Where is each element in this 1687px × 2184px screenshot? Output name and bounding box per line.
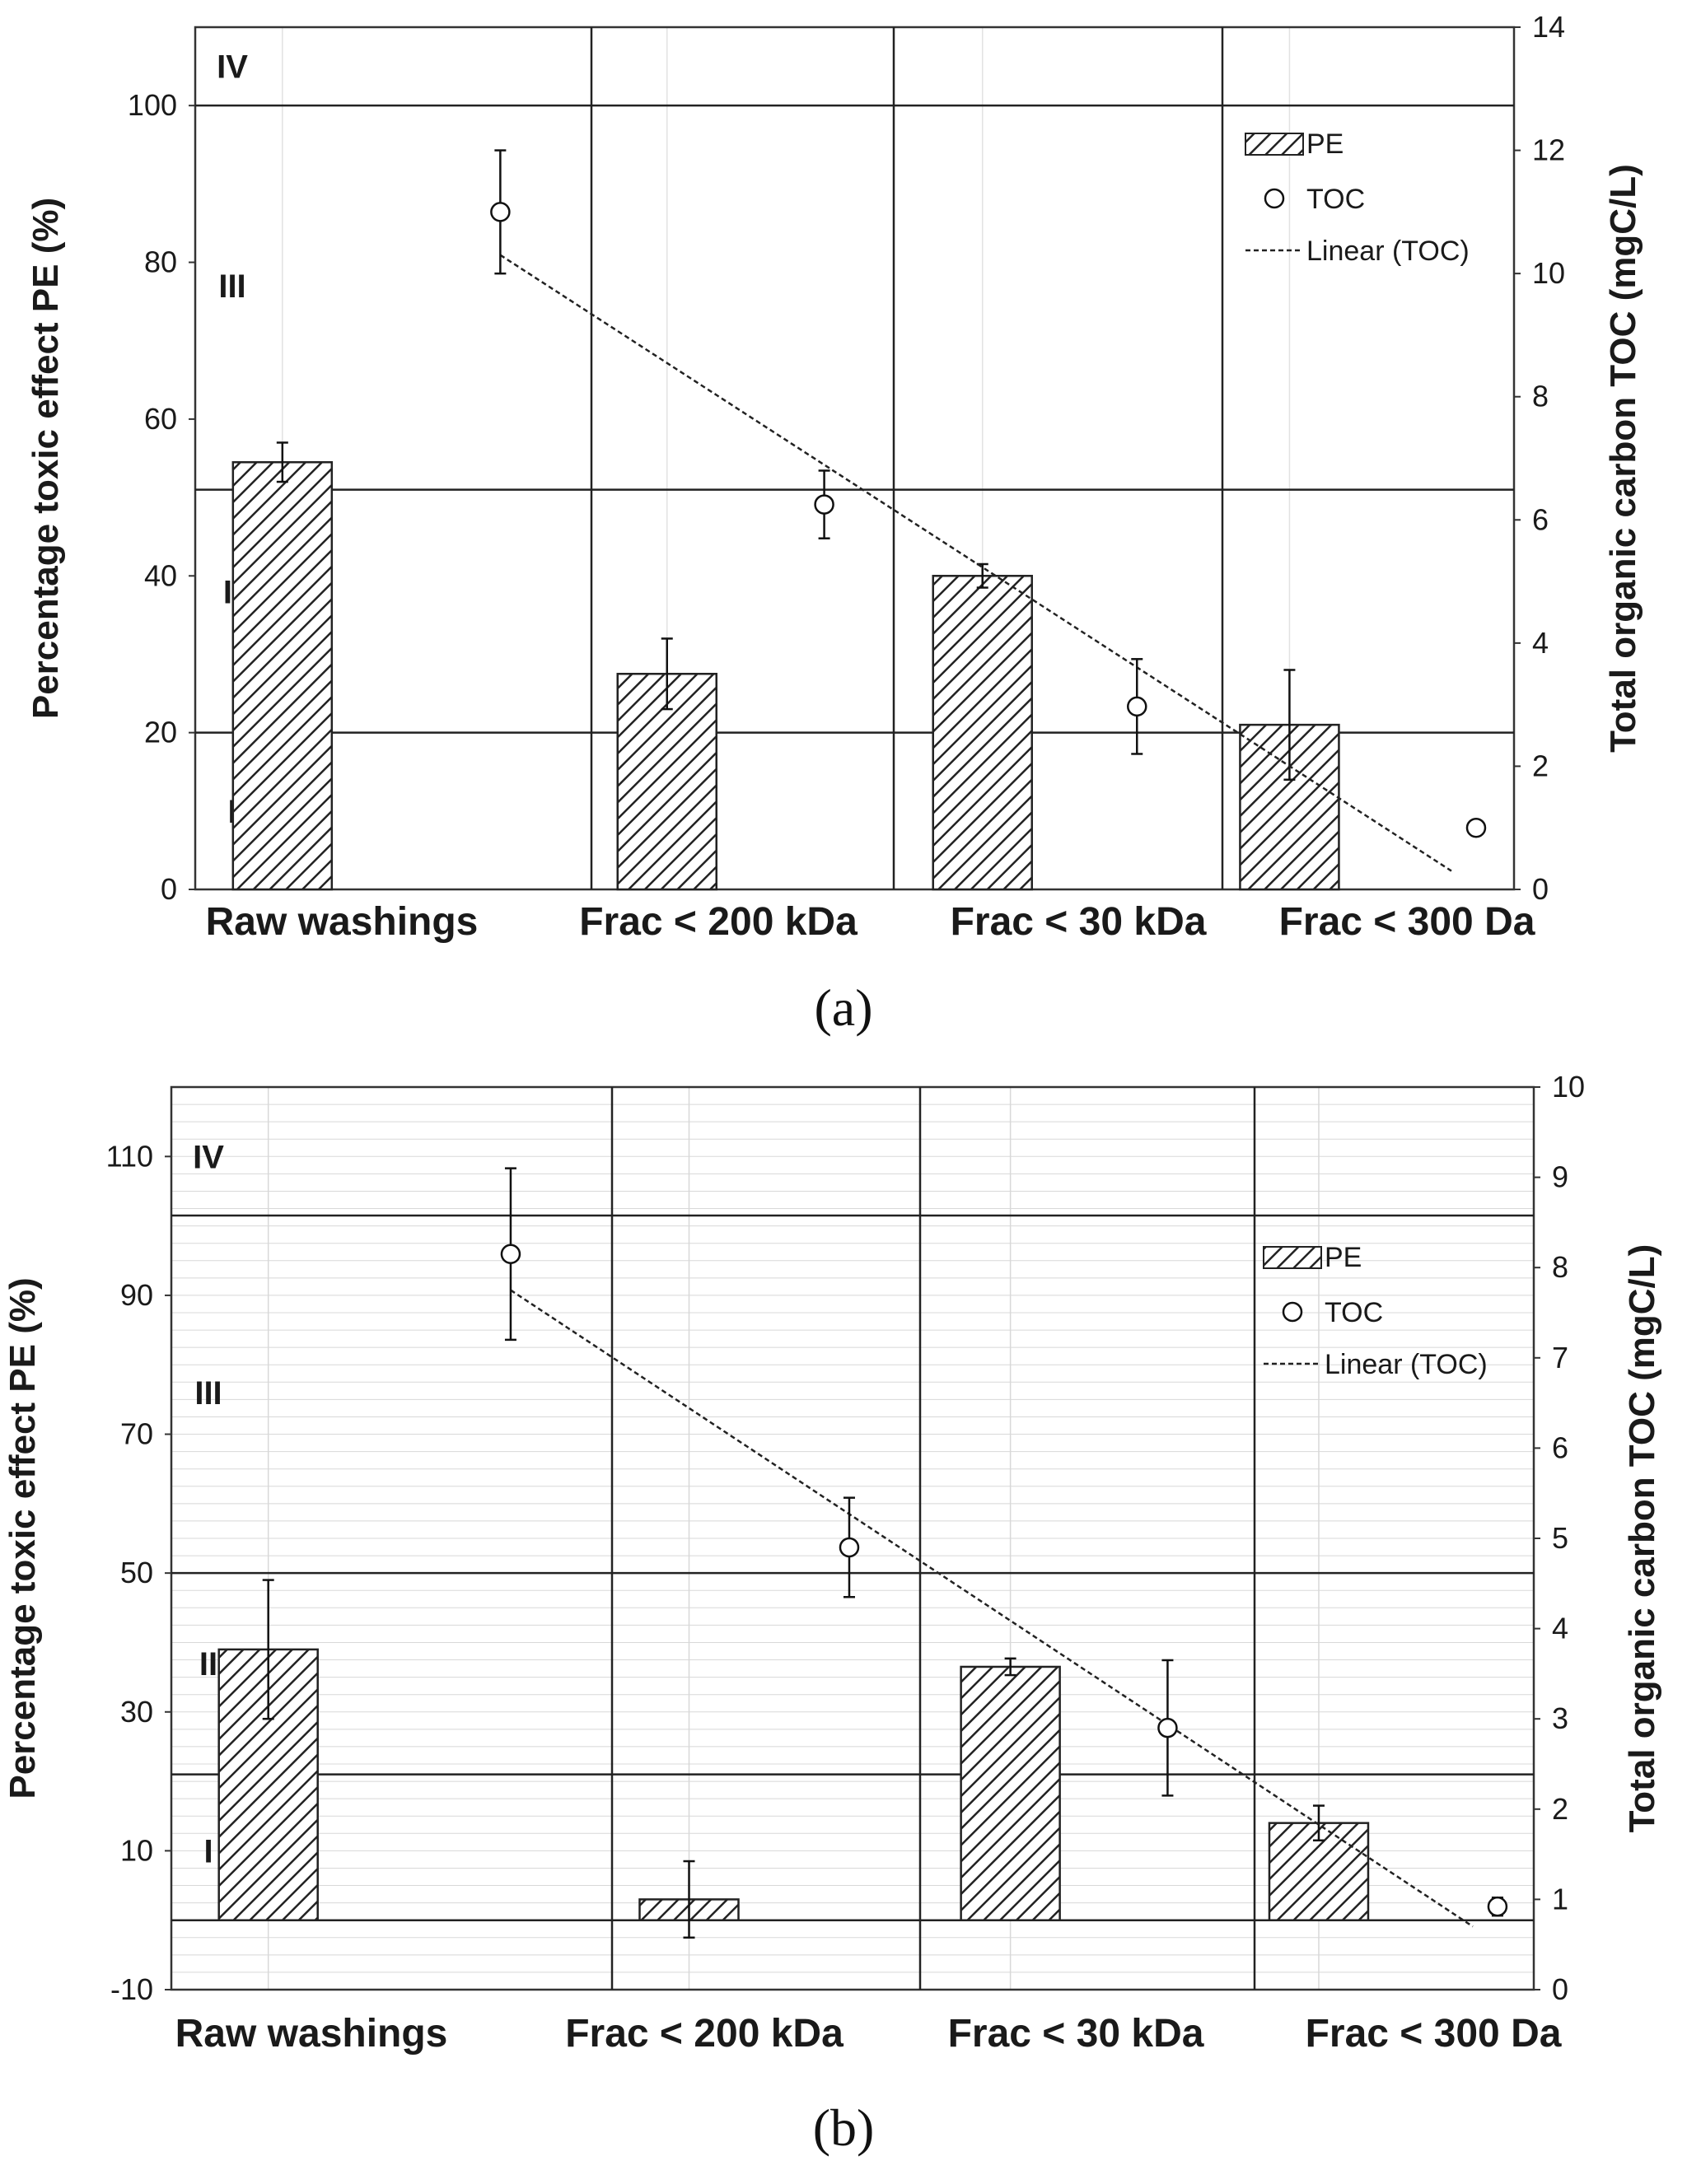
- y2-tick-label: 2: [1532, 749, 1549, 782]
- chart-panel-b: IVIIIIII-101030507090110012345678910Perc…: [2, 1070, 1662, 2157]
- y2-tick-label: 10: [1552, 1070, 1585, 1104]
- y-tick-label: 70: [120, 1417, 153, 1451]
- category-label: Frac < 30 kDa: [951, 900, 1207, 944]
- y2-tick-label: 8: [1552, 1250, 1568, 1284]
- y-tick-label: 10: [120, 1833, 153, 1867]
- y2-tick-label: 0: [1532, 872, 1549, 906]
- category-label: Frac < 300 Da: [1306, 2012, 1562, 2056]
- legend-label-trend: Linear (TOC): [1306, 236, 1470, 267]
- bar-pe: [960, 1665, 1061, 1921]
- y-tick-label: 110: [106, 1139, 153, 1173]
- y-tick-label: 50: [120, 1556, 153, 1589]
- legend: PE TOC Linear (TOC): [1263, 1242, 1488, 1380]
- y2-axis-title: Total organic carbon TOC (mgC/L): [1622, 1244, 1662, 1833]
- y2-tick-label: 12: [1532, 133, 1565, 167]
- y2-tick-label: 9: [1552, 1160, 1568, 1194]
- legend-marker-toc: [1282, 1301, 1303, 1323]
- y2-tick-label: 1: [1552, 1882, 1568, 1916]
- y2-tick-label: 14: [1532, 10, 1565, 44]
- point-toc: [490, 202, 511, 222]
- class-label-ii: II: [199, 1646, 217, 1682]
- bar-pe: [231, 461, 334, 891]
- y2-axis-title: Total organic carbon TOC (mgC/L): [1603, 164, 1643, 753]
- point-toc: [1465, 817, 1487, 838]
- y-axis-title: Percentage toxic effect PE (%): [2, 1277, 43, 1799]
- class-label-iv: IV: [193, 1139, 224, 1175]
- gridlines: [282, 27, 1291, 889]
- legend-swatch-pe: [1245, 133, 1304, 156]
- y2-tick-label: 8: [1532, 380, 1549, 413]
- legend-label-trend: Linear (TOC): [1325, 1349, 1488, 1380]
- y2-tick-label: 2: [1552, 1792, 1568, 1826]
- point-toc: [1127, 696, 1147, 717]
- legend-label-toc: TOC: [1325, 1297, 1383, 1328]
- trendline-toc: [510, 1289, 1474, 1928]
- legend-label-pe: PE: [1325, 1242, 1362, 1273]
- y2-tick-label: 7: [1552, 1341, 1568, 1374]
- y2-tick-label: 10: [1532, 256, 1565, 290]
- y-tick-label: 0: [161, 872, 177, 906]
- legend: PE TOC Linear (TOC): [1245, 128, 1470, 267]
- class-label-i: I: [203, 1833, 213, 1869]
- category-label: Frac < 200 kDa: [579, 900, 858, 944]
- y-axis-title: Percentage toxic effect PE (%): [26, 198, 66, 719]
- chart-panel-a: IVIIIIII02040608010002468101214Percentag…: [26, 10, 1643, 1037]
- y2-tick-label: 4: [1532, 626, 1549, 660]
- y-tick-label: 80: [144, 245, 177, 279]
- y2-tick-label: 6: [1552, 1430, 1568, 1464]
- bar-pe: [932, 575, 1033, 891]
- panel-label: (a): [814, 978, 872, 1037]
- category-label: Raw washings: [206, 900, 479, 944]
- panel-label: (b): [813, 2098, 875, 2157]
- legend-marker-toc: [1264, 188, 1285, 209]
- point-toc: [500, 1244, 521, 1265]
- category-label: Frac < 300 Da: [1279, 900, 1535, 944]
- legend-label-toc: TOC: [1306, 184, 1365, 215]
- category-label: Raw washings: [175, 2012, 448, 2056]
- class-label-iv: IV: [217, 49, 248, 86]
- y-tick-label: 30: [120, 1695, 153, 1729]
- y2-tick-label: 3: [1552, 1701, 1568, 1735]
- point-toc: [839, 1537, 860, 1558]
- category-label: Frac < 200 kDa: [565, 2012, 844, 2056]
- plot-frame: [194, 26, 1516, 891]
- point-toc: [1487, 1896, 1508, 1917]
- y2-tick-label: 5: [1552, 1521, 1568, 1555]
- y-tick-label: 100: [128, 88, 177, 122]
- y2-tick-label: 0: [1552, 1972, 1568, 2006]
- class-label-iii: III: [194, 1375, 222, 1412]
- category-label: Frac < 30 kDa: [948, 2012, 1204, 2056]
- legend-label-pe: PE: [1306, 128, 1344, 160]
- point-toc: [1157, 1717, 1178, 1738]
- y-tick-label: -10: [110, 1972, 153, 2006]
- legend-swatch-pe: [1263, 1246, 1322, 1269]
- y-tick-label: 20: [144, 716, 177, 749]
- y-tick-label: 90: [120, 1278, 153, 1312]
- y-tick-label: 60: [144, 402, 177, 436]
- y2-tick-label: 6: [1532, 502, 1549, 536]
- y-tick-label: 40: [144, 558, 177, 592]
- y2-tick-label: 4: [1552, 1612, 1568, 1645]
- class-label-iii: III: [218, 268, 245, 305]
- point-toc: [814, 494, 834, 515]
